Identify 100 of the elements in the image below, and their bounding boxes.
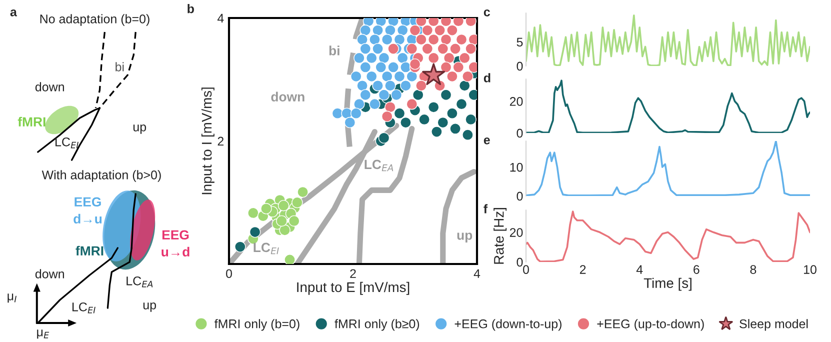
y-tick-label: 0 [516, 192, 523, 201]
point [292, 196, 303, 208]
point [452, 62, 464, 73]
text: μ$_{E}$ [37, 330, 50, 339]
point [378, 89, 390, 101]
line-series [526, 80, 810, 133]
point [465, 43, 476, 54]
point [446, 70, 458, 82]
point [249, 226, 261, 238]
point [372, 80, 384, 92]
point [437, 43, 449, 54]
text: up [133, 124, 146, 134]
point [406, 43, 418, 54]
point [344, 116, 356, 128]
point [440, 89, 452, 101]
text: bi [116, 62, 124, 72]
point [462, 129, 474, 140]
point [396, 52, 408, 64]
y-tick-label: 0 [516, 128, 523, 138]
point [378, 132, 390, 144]
text: up [143, 302, 156, 312]
point [279, 224, 290, 236]
x-tick-label: 8 [750, 265, 756, 274]
point [390, 89, 402, 101]
legend-label: +EEG (down-to-up) [454, 319, 562, 331]
legend-label: fMRI only (b=0) [214, 319, 300, 331]
legend-label: Sleep model [740, 319, 808, 331]
annotation: LC$_{EI}$ [254, 242, 279, 254]
text: fMRI [18, 116, 46, 126]
text: No adaptation (b=0) [40, 14, 150, 26]
point [428, 34, 440, 46]
text: a [10, 10, 18, 16]
point [350, 70, 362, 82]
chart-title: f [484, 204, 488, 214]
point [428, 102, 440, 113]
point [422, 24, 434, 36]
point [384, 102, 396, 113]
y-tick-label: 5 [516, 38, 523, 47]
point [434, 24, 446, 36]
text: down [35, 82, 64, 92]
point [400, 62, 412, 73]
text: down [35, 269, 64, 278]
x-tick-label: 4 [474, 269, 480, 278]
point [422, 43, 434, 54]
chart-title: d [484, 73, 490, 82]
point [384, 80, 396, 92]
y-tick-label: 10 [510, 162, 523, 172]
annotation: up [457, 232, 472, 242]
line-series [526, 141, 810, 196]
x-tick-label: 6 [694, 265, 700, 274]
y-axis-title: Rate [Hz] [494, 208, 507, 264]
point [465, 114, 476, 126]
point [456, 34, 468, 46]
text: μ$_{I}$ [8, 294, 17, 303]
point [394, 108, 406, 119]
point [462, 70, 474, 82]
point [372, 43, 384, 54]
point [332, 108, 344, 119]
text: EEG [74, 197, 101, 207]
text: fMRI [76, 246, 104, 256]
line-series [526, 14, 810, 66]
point [450, 123, 461, 134]
point [458, 52, 470, 64]
point [360, 43, 372, 54]
point [446, 24, 458, 36]
point [443, 52, 455, 64]
point [276, 215, 288, 227]
text: LC$_{EI}$ [56, 137, 78, 148]
point [297, 186, 308, 198]
text: d→u [74, 214, 102, 224]
x-tick-label: 2 [580, 265, 586, 274]
point [381, 110, 393, 122]
text: u→d [162, 246, 190, 257]
chart-title: b [188, 4, 194, 14]
text: LC$_{EA}$ [126, 276, 153, 288]
point [356, 80, 368, 92]
x-tick-label: 2 [350, 269, 356, 278]
legend-label: +EEG (up-to-down) [597, 319, 704, 331]
point [366, 70, 378, 82]
x-tick-label: 0 [226, 269, 232, 278]
point [400, 116, 412, 128]
point [388, 62, 399, 73]
point [372, 24, 384, 36]
point [248, 207, 259, 219]
point [437, 116, 449, 128]
x-tick-label: 4 [636, 265, 643, 274]
point [381, 70, 393, 82]
point [412, 89, 424, 101]
point [406, 70, 418, 82]
point [400, 80, 412, 92]
y-tick-label: 20 [510, 97, 523, 106]
point [394, 34, 406, 46]
text: EEG [162, 230, 189, 240]
x-axis-title: Time [s] [644, 278, 692, 291]
point [416, 34, 427, 46]
point [431, 126, 442, 138]
point [418, 114, 430, 126]
point [378, 52, 390, 64]
point [388, 43, 399, 54]
point [396, 24, 408, 36]
